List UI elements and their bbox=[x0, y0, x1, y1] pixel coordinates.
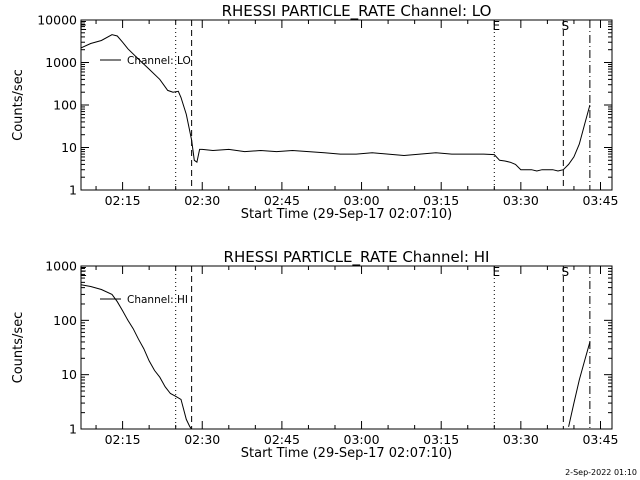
y-axis-label: Counts/sec bbox=[11, 312, 26, 384]
y-tick-label: 10000 bbox=[37, 13, 77, 28]
x-tick-label: 03:45 bbox=[582, 432, 618, 447]
x-tick-label: 03:15 bbox=[423, 193, 459, 208]
y-tick-label: 1 bbox=[69, 183, 77, 198]
x-tick-label: 03:00 bbox=[344, 432, 380, 447]
x-tick-label: 03:15 bbox=[423, 432, 459, 447]
date-stamp: 2-Sep-2022 01:10 bbox=[565, 468, 637, 477]
y-axis-label: Counts/sec bbox=[11, 69, 26, 141]
y-tick-label: 1 bbox=[69, 422, 77, 437]
marker-label: S bbox=[562, 265, 570, 279]
marker-label: E bbox=[79, 19, 87, 33]
x-tick-label: 03:00 bbox=[344, 193, 380, 208]
x-tick-label: 02:45 bbox=[264, 193, 300, 208]
y-tick-label: 1000 bbox=[45, 259, 77, 274]
x-tick-label: 02:30 bbox=[184, 193, 220, 208]
y-tick-label: 100 bbox=[53, 98, 77, 113]
y-tick-label: 10 bbox=[61, 140, 77, 155]
marker-label: E bbox=[492, 265, 500, 279]
x-tick-label: 02:30 bbox=[184, 432, 220, 447]
series-line-1 bbox=[81, 284, 192, 429]
marker-label: S bbox=[562, 19, 570, 33]
x-axis-label: Start Time (29-Sep-17 02:07:10) bbox=[241, 207, 452, 222]
x-tick-label: 03:30 bbox=[503, 193, 539, 208]
x-tick-label: 03:30 bbox=[503, 432, 539, 447]
legend-label: Channel: HI bbox=[127, 294, 188, 306]
chart-1 bbox=[80, 19, 613, 191]
series-line-1 bbox=[81, 34, 591, 172]
x-tick-label: 02:15 bbox=[105, 432, 141, 447]
x-tick-label: 03:45 bbox=[582, 193, 618, 208]
y-tick-label: 100 bbox=[53, 313, 77, 328]
x-tick-label: 02:45 bbox=[264, 432, 300, 447]
marker-label: E bbox=[79, 265, 87, 279]
chart-title: RHESSI PARTICLE_RATE Channel: LO bbox=[222, 2, 492, 21]
x-tick-label: 02:15 bbox=[105, 193, 141, 208]
legend-label: Channel: LO bbox=[127, 55, 191, 67]
plot-frame bbox=[80, 265, 613, 430]
series-line-2 bbox=[568, 341, 591, 427]
plot-frame bbox=[80, 19, 613, 191]
chart-2 bbox=[80, 265, 613, 430]
y-tick-label: 1000 bbox=[45, 55, 77, 70]
marker-label: E bbox=[492, 19, 500, 33]
y-tick-label: 10 bbox=[61, 367, 77, 382]
x-axis-label: Start Time (29-Sep-17 02:07:10) bbox=[241, 446, 452, 461]
chart-title: RHESSI PARTICLE_RATE Channel: HI bbox=[224, 248, 490, 267]
